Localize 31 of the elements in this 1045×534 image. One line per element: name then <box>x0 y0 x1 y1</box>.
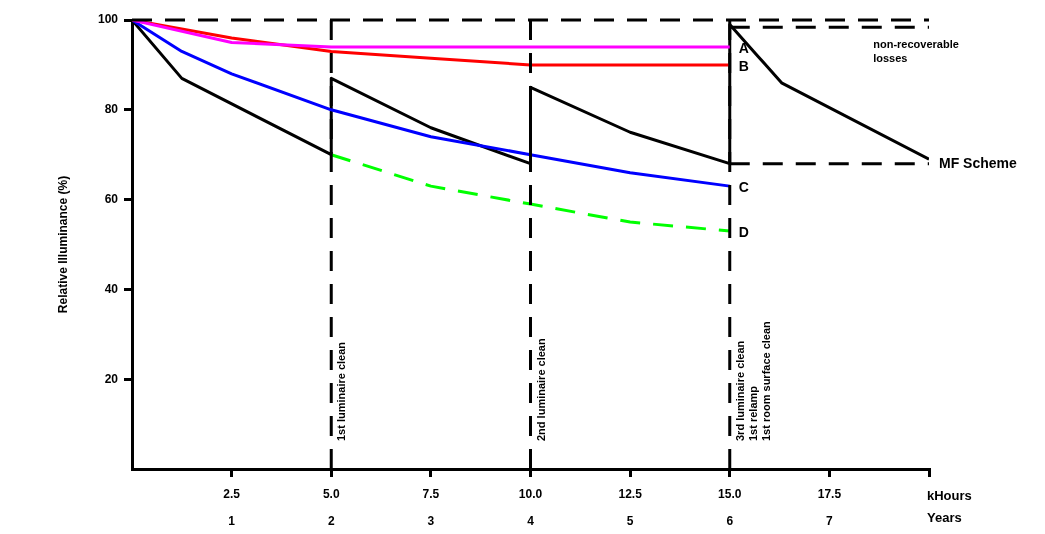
series-label: D <box>738 223 749 240</box>
x-tick-label: 10.0 <box>518 486 543 501</box>
x-tick-label: 12.5 <box>618 486 643 501</box>
ref-line-label: 2nd luminaire clean <box>534 338 547 441</box>
x-tick-label: 5.0 <box>322 486 340 501</box>
y-tick-label: 60 <box>104 191 119 206</box>
x-tick-label: 15.0 <box>718 486 742 501</box>
ref-line-label: 3rd luminaire clean 1st relamp 1st room surface clean <box>733 320 772 441</box>
series-label: A <box>738 39 749 56</box>
x2-tick-label: 3 <box>427 513 435 528</box>
x2-tick-label: 5 <box>626 513 634 528</box>
series-label: C <box>738 178 749 195</box>
x-tick-label: 17.5 <box>817 486 842 501</box>
x2-tick-label: 6 <box>726 513 734 528</box>
x-axis-title: kHours <box>927 487 972 503</box>
annotation: MF Scheme <box>939 154 1018 171</box>
x2-axis-title: Years <box>927 509 962 525</box>
x2-tick-label: 4 <box>527 513 535 528</box>
y-tick-label: 20 <box>104 371 119 386</box>
annotation: non-recoverable losses <box>873 37 959 64</box>
y-tick-label: 80 <box>104 102 119 117</box>
x2-tick-label: 7 <box>826 513 834 528</box>
x-tick-label: 2.5 <box>223 486 241 501</box>
x2-tick-label: 2 <box>327 513 335 528</box>
ref-line-label: 1st luminaire clean <box>335 341 348 441</box>
series-label: B <box>738 57 749 74</box>
y-tick-label: 40 <box>104 281 119 296</box>
y-tick-label: 100 <box>97 12 119 27</box>
x2-tick-label: 1 <box>228 513 236 528</box>
x-tick-label: 7.5 <box>422 486 440 501</box>
y-axis-title: Relative Illuminance (%) <box>55 175 70 314</box>
